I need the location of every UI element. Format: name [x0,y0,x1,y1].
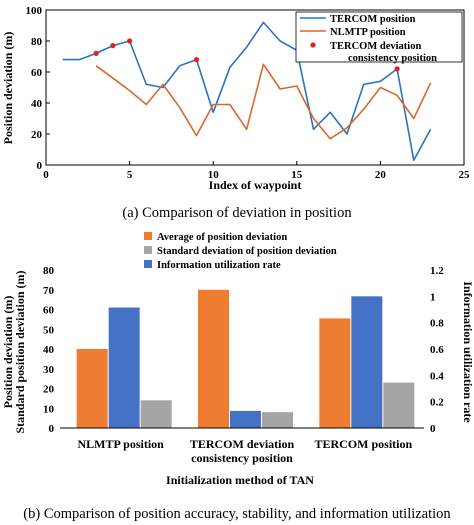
x-tick-label: 25 [459,169,471,181]
line-chart: 0 20 40 60 80 100 0 5 10 15 20 25 TERCOM position N… [1,5,470,221]
series-line-1 [62,21,432,162]
left-tick-label: 50 [43,324,55,336]
x-tick-label: 20 [375,169,387,181]
legend: TERCOM position NLMTP position TERCOM devi… [295,11,463,64]
category-label: consistency position [191,451,293,465]
bar [108,307,140,428]
category-label: TERCOM deviation [190,437,295,451]
bar [319,318,351,428]
right-tick-label: 0.2 [430,397,444,409]
series-line-2 [95,63,432,140]
x-tick-label: 10 [208,169,220,181]
legend-swatch [144,232,152,240]
left-axis-ticks: 0 10 20 30 40 50 60 70 80 [43,265,55,435]
y-tick-label: 80 [31,36,43,48]
bar-chart: 0 10 20 30 40 50 60 70 80 0 0.2 0.4 0.6 0.8 1 1.2 NLMT… [1,232,474,522]
y-tick-label: 0 [37,160,43,172]
plot-frame [45,9,465,166]
right-axis-label: Information utilization rate [461,281,474,423]
data-point-marker [394,66,400,72]
x-tick-label: 5 [127,169,133,181]
caption-b: (b) Comparison of position accuracy, sta… [23,506,451,522]
caption-a: (a) Comparison of deviation in position [122,205,352,221]
left-tick-label: 30 [43,364,55,376]
bar [76,349,108,428]
right-tick-label: 0.4 [430,370,444,382]
category-labels: NLMTP position TERCOM deviationconsistenc… [77,437,412,465]
bar [383,382,415,428]
y-axis-ticks: 0 20 40 60 80 100 [26,5,50,172]
x-tick-label: 0 [43,169,49,181]
bar [230,410,261,428]
legend-label: TERCOM deviation consistency position [330,41,437,64]
data-point-marker [93,50,99,57]
y-tick-label: 60 [31,67,43,79]
y-tick-label: 40 [31,98,43,110]
bar [351,296,383,428]
y-tick-label: 20 [31,129,43,141]
category-label: NLMTP position [77,437,164,451]
right-axis-ticks: 0 0.2 0.4 0.6 0.8 1 1.2 [430,265,444,435]
category-label: TERCOM position [314,437,412,451]
data-point-marker [127,38,133,44]
data-point-marker [110,43,116,49]
right-tick-label: 0.8 [430,318,444,330]
right-tick-label: 1 [430,291,436,303]
legend-label: Information utilization rate [157,260,281,271]
legend-label: Standard deviation of position deviation [157,246,337,257]
left-tick-label: 10 [43,403,55,415]
x-tick-label: 15 [291,169,303,181]
left-axis-label-1: Position deviation (m) [1,296,15,409]
legend-swatch [144,246,152,254]
bars [76,289,415,428]
legend-label: NLMTP position [330,27,406,38]
legend-box [295,11,463,63]
right-tick-label: 1.2 [430,265,444,277]
left-tick-label: 0 [49,423,55,435]
legend-label: TERCOM position [330,14,416,25]
y-tick-label: 100 [26,5,43,17]
y-axis-label: Position deviation (m) [1,32,15,145]
bar [140,400,172,428]
x-axis-label: Initialization method of TAN [166,473,314,487]
legend-swatch [144,260,152,268]
x-axis-ticks: 0 5 10 15 20 25 [43,161,470,181]
left-tick-label: 70 [43,285,55,297]
left-tick-label: 60 [43,305,55,317]
left-axis-label-2: Standard position deviation (m) [13,270,27,433]
left-tick-label: 80 [43,265,55,277]
legend-label: Average of position deviation [157,232,287,243]
x-axis-label: Index of waypoint [209,178,302,192]
bar [198,289,229,428]
data-point-marker [193,57,200,63]
legend-swatch [310,42,316,48]
right-tick-label: 0 [430,423,436,435]
right-tick-label: 0.6 [430,344,444,356]
series-lines [62,21,432,162]
legend: Average of position deviation Standard de… [144,232,337,271]
left-tick-label: 40 [43,344,55,356]
bar [262,412,293,428]
left-tick-label: 20 [43,384,55,396]
